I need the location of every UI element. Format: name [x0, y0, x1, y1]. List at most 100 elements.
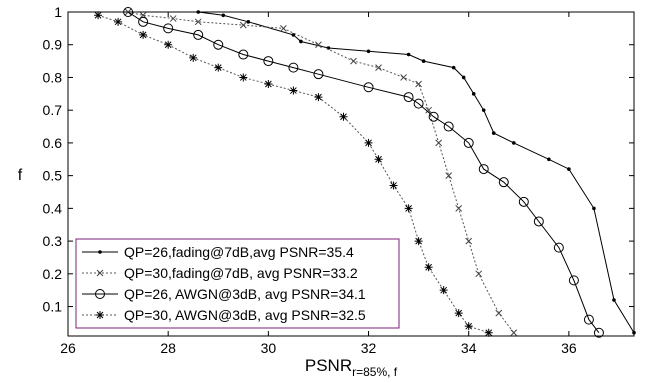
legend-entry: QP=30, AWGN@3dB, avg PSNR=32.5	[82, 307, 366, 323]
marker-circle	[403, 92, 414, 103]
series-4	[94, 11, 493, 337]
marker-x	[415, 80, 422, 88]
marker-circle	[363, 82, 374, 93]
legend-label: QP=26,fading@7dB,avg PSNR=35.4	[124, 244, 354, 260]
marker-dot	[592, 206, 596, 211]
series-1	[196, 10, 636, 335]
marker-circle	[138, 16, 149, 27]
marker-x	[475, 270, 483, 278]
legend: QP=26,fading@7dB,avg PSNR=35.4 QP=30,fadi…	[75, 238, 400, 329]
marker-asterisk	[339, 112, 348, 121]
marker-circle	[478, 164, 489, 175]
marker-x	[280, 25, 287, 32]
y-tick-label: 0.6	[43, 135, 63, 151]
marker-x	[495, 309, 503, 317]
marker-circle	[568, 275, 579, 286]
marker-asterisk	[484, 328, 493, 337]
marker-dot	[461, 75, 466, 80]
marker-x	[96, 269, 104, 277]
marker-dot	[511, 141, 516, 145]
legend-entry: QP=26,fading@7dB,avg PSNR=35.4	[82, 244, 354, 260]
marker-dot	[196, 10, 201, 14]
x-tick-label: 36	[561, 340, 577, 356]
marker-asterisk	[374, 155, 383, 164]
series-line	[97, 14, 489, 334]
y-tick-label: 0.8	[43, 69, 63, 85]
marker-dot	[481, 108, 486, 112]
y-tick-label: 0.9	[43, 37, 63, 53]
marker-asterisk	[114, 17, 123, 26]
marker-x	[455, 205, 463, 212]
series-line	[127, 11, 600, 334]
marker-x	[375, 64, 382, 71]
y-tick-label: 0.7	[43, 102, 63, 118]
marker-circle	[193, 29, 204, 40]
legend-label: QP=30, AWGN@3dB, avg PSNR=32.5	[124, 307, 366, 323]
marker-asterisk	[414, 237, 423, 246]
y-tick-label: 1	[54, 4, 62, 20]
marker-asterisk	[454, 309, 463, 318]
legend-label: QP=30,fading@7dB, avg PSNR=33.2	[124, 265, 358, 281]
marker-asterisk	[389, 181, 398, 190]
marker-circle	[583, 314, 594, 325]
x-tick-label: 26	[60, 340, 76, 356]
marker-dot	[246, 20, 251, 24]
marker-asterisk	[264, 80, 273, 88]
marker-dot	[98, 250, 102, 254]
y-tick-label: 0.5	[43, 168, 63, 184]
marker-circle	[498, 177, 509, 188]
series-2	[124, 8, 518, 337]
x-tick-label: 34	[461, 340, 477, 356]
marker-x	[435, 139, 443, 147]
marker-dot	[632, 330, 636, 335]
marker-circle	[163, 23, 174, 34]
marker-circle	[95, 289, 105, 299]
marker-asterisk	[314, 93, 323, 102]
marker-asterisk	[139, 30, 148, 39]
x-axis-label-subscript: r=85%, f	[352, 365, 398, 379]
y-tick-label: 0.1	[43, 299, 63, 315]
marker-dot	[406, 52, 411, 57]
marker-circle	[213, 39, 224, 50]
marker-asterisk	[164, 40, 173, 49]
marker-dot	[471, 92, 476, 96]
marker-dot	[366, 49, 371, 54]
x-tick-label: 32	[361, 340, 377, 356]
marker-circle	[313, 69, 324, 80]
marker-x	[465, 237, 473, 245]
marker-circle	[413, 98, 424, 109]
x-axis-label-main: PSNR	[305, 356, 352, 375]
marker-x	[425, 106, 432, 114]
x-tick-label: 28	[160, 340, 176, 356]
axis-ticks: 26 28 30 32 34 36 0.1 0.2 0.3 0.4 0.5 0.6 0.7 0.8 0.9 1	[43, 4, 634, 356]
marker-dot	[567, 167, 571, 171]
marker-dot	[221, 13, 226, 18]
marker-circle	[553, 242, 564, 253]
legend-box	[75, 238, 400, 329]
marker-asterisk	[464, 322, 473, 331]
marker-x	[400, 74, 407, 81]
marker-circle	[263, 56, 274, 67]
marker-circle	[288, 62, 299, 73]
marker-circle	[443, 121, 454, 132]
marker-x	[510, 329, 518, 337]
series-3	[123, 7, 604, 338]
y-axis-label: f	[18, 167, 23, 184]
marker-circle	[533, 216, 544, 227]
series-layer	[94, 7, 636, 338]
marker-x	[239, 21, 247, 29]
x-tick-label: 30	[261, 340, 277, 356]
y-tick-label: 0.2	[43, 266, 63, 282]
marker-dot	[612, 298, 616, 302]
marker-dot	[547, 157, 551, 162]
legend-entry: QP=26, AWGN@3dB, avg PSNR=34.1	[82, 286, 366, 302]
marker-circle	[238, 49, 249, 60]
marker-circle	[593, 327, 604, 338]
marker-asterisk	[424, 263, 433, 272]
x-axis-label: PSNRr=85%, f	[305, 356, 398, 379]
legend-entry: QP=30,fading@7dB, avg PSNR=33.2	[82, 265, 358, 281]
marker-asterisk	[96, 311, 104, 319]
marker-asterisk	[239, 73, 248, 82]
marker-dot	[421, 59, 426, 63]
